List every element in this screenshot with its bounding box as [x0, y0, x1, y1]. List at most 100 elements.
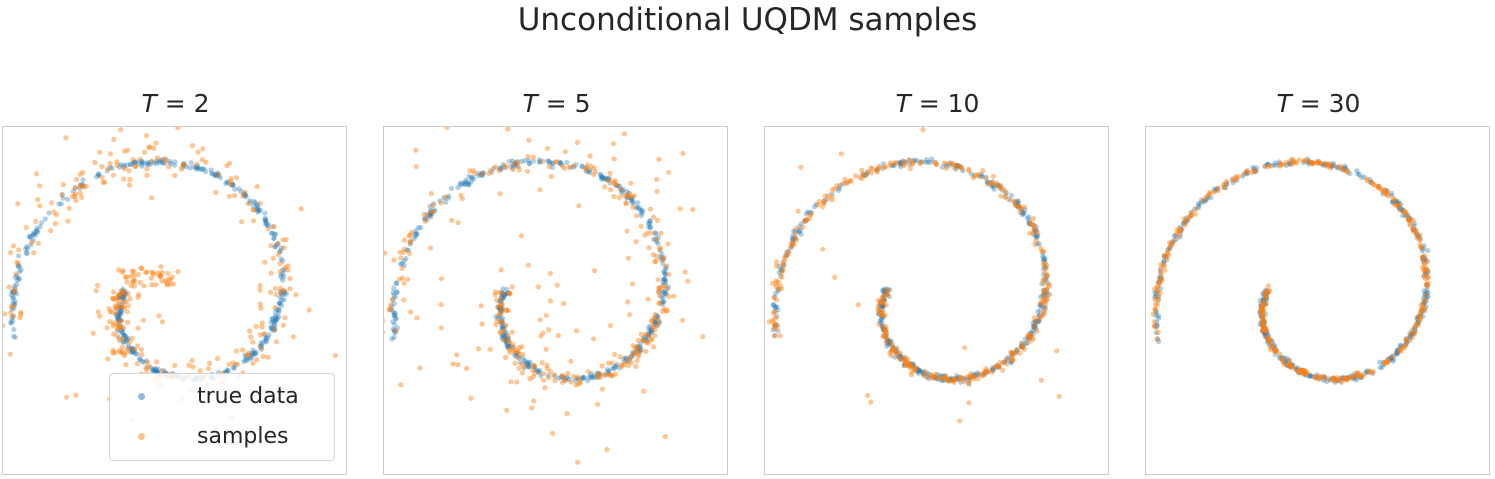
true-data-point — [879, 314, 886, 320]
true-data-point — [1390, 198, 1396, 205]
sample-point — [268, 270, 274, 276]
true-data-point — [1156, 338, 1162, 345]
true-data-point — [1405, 213, 1411, 219]
true-data-point — [156, 159, 162, 165]
sample-point — [1031, 223, 1037, 229]
true-data-point — [501, 164, 507, 170]
true-data-point — [550, 160, 556, 167]
sample-point — [594, 401, 601, 407]
sample-point — [283, 237, 289, 243]
true-data-point — [1293, 366, 1299, 372]
sample-point — [110, 172, 116, 178]
sample-point — [99, 164, 105, 170]
sample-point — [878, 298, 884, 304]
true-data-point — [631, 352, 637, 358]
sample-point — [1299, 367, 1305, 373]
true-data-point — [1042, 264, 1048, 270]
true-data-point — [1042, 259, 1048, 266]
true-data-point — [497, 165, 504, 171]
sample-point — [773, 309, 779, 315]
sample-point — [1027, 219, 1033, 225]
sample-point — [157, 274, 163, 280]
true-data-point — [233, 361, 239, 368]
sample-point — [17, 315, 23, 321]
sample-point — [112, 349, 118, 355]
sample-point — [957, 376, 964, 382]
sample-point — [146, 144, 152, 151]
true-data-point — [1026, 220, 1032, 226]
sample-point — [1294, 160, 1300, 166]
sample-point — [1176, 225, 1182, 231]
true-data-point — [491, 165, 497, 171]
true-data-point — [11, 302, 17, 308]
true-data-point — [243, 192, 249, 198]
sample-point — [126, 168, 132, 174]
sample-point — [189, 143, 196, 149]
sample-point — [143, 365, 149, 371]
sample-point — [966, 400, 972, 406]
true-data-point — [262, 331, 268, 337]
true-data-point — [121, 162, 127, 168]
true-data-point — [251, 198, 257, 205]
sample-point — [966, 166, 972, 172]
true-data-point — [878, 316, 884, 322]
sample-point — [1252, 167, 1258, 173]
true-data-point — [1286, 358, 1292, 364]
true-data-point — [254, 206, 260, 212]
true-data-point — [636, 348, 642, 355]
panel-title-value: = 5 — [537, 89, 591, 118]
true-data-point — [1413, 227, 1419, 234]
true-data-point — [413, 228, 419, 234]
true-data-point — [1264, 291, 1270, 297]
sample-point — [562, 149, 568, 155]
true-data-point — [1153, 308, 1159, 314]
true-data-point — [278, 256, 284, 262]
sample-point — [1402, 209, 1408, 216]
sample-point — [945, 376, 951, 382]
true-data-point — [770, 301, 776, 308]
true-data-point — [77, 185, 83, 191]
sample-point — [544, 365, 550, 372]
true-data-point — [1033, 224, 1039, 230]
true-data-point — [1015, 198, 1021, 204]
sample-point — [608, 187, 614, 193]
sample-point — [101, 179, 107, 185]
true-data-point — [16, 253, 22, 259]
true-data-point — [889, 163, 895, 169]
sample-point — [122, 148, 128, 154]
sample-point — [877, 307, 884, 313]
sample-point — [1157, 280, 1163, 286]
sample-point — [1423, 267, 1429, 273]
true-data-point — [278, 245, 284, 251]
sample-point — [1421, 252, 1427, 259]
true-data-point — [1415, 319, 1421, 326]
sample-point — [1292, 159, 1298, 165]
sample-point — [1414, 235, 1420, 241]
sample-point — [635, 343, 641, 350]
sample-point — [969, 374, 975, 380]
true-data-point — [1294, 365, 1300, 371]
true-data-point — [645, 220, 652, 226]
true-data-point — [272, 243, 278, 250]
true-data-point — [884, 291, 890, 297]
true-data-point — [1212, 188, 1218, 194]
true-data-point — [1161, 253, 1168, 259]
true-data-point — [508, 163, 514, 169]
sample-point — [657, 300, 663, 306]
sample-point — [444, 127, 450, 131]
sample-point — [1331, 376, 1337, 382]
true-data-point — [114, 313, 120, 319]
true-data-point — [1259, 314, 1265, 320]
true-data-point — [944, 163, 950, 169]
sample-point — [1042, 277, 1048, 283]
true-data-point — [883, 288, 889, 295]
true-data-point — [114, 306, 120, 312]
sample-point — [929, 375, 935, 381]
sample-point — [384, 318, 386, 324]
true-data-point — [273, 316, 279, 323]
true-data-point — [271, 235, 277, 241]
sample-point — [1260, 317, 1266, 323]
sample-point — [1215, 188, 1221, 194]
true-data-point — [899, 160, 905, 166]
true-data-point — [78, 181, 84, 188]
